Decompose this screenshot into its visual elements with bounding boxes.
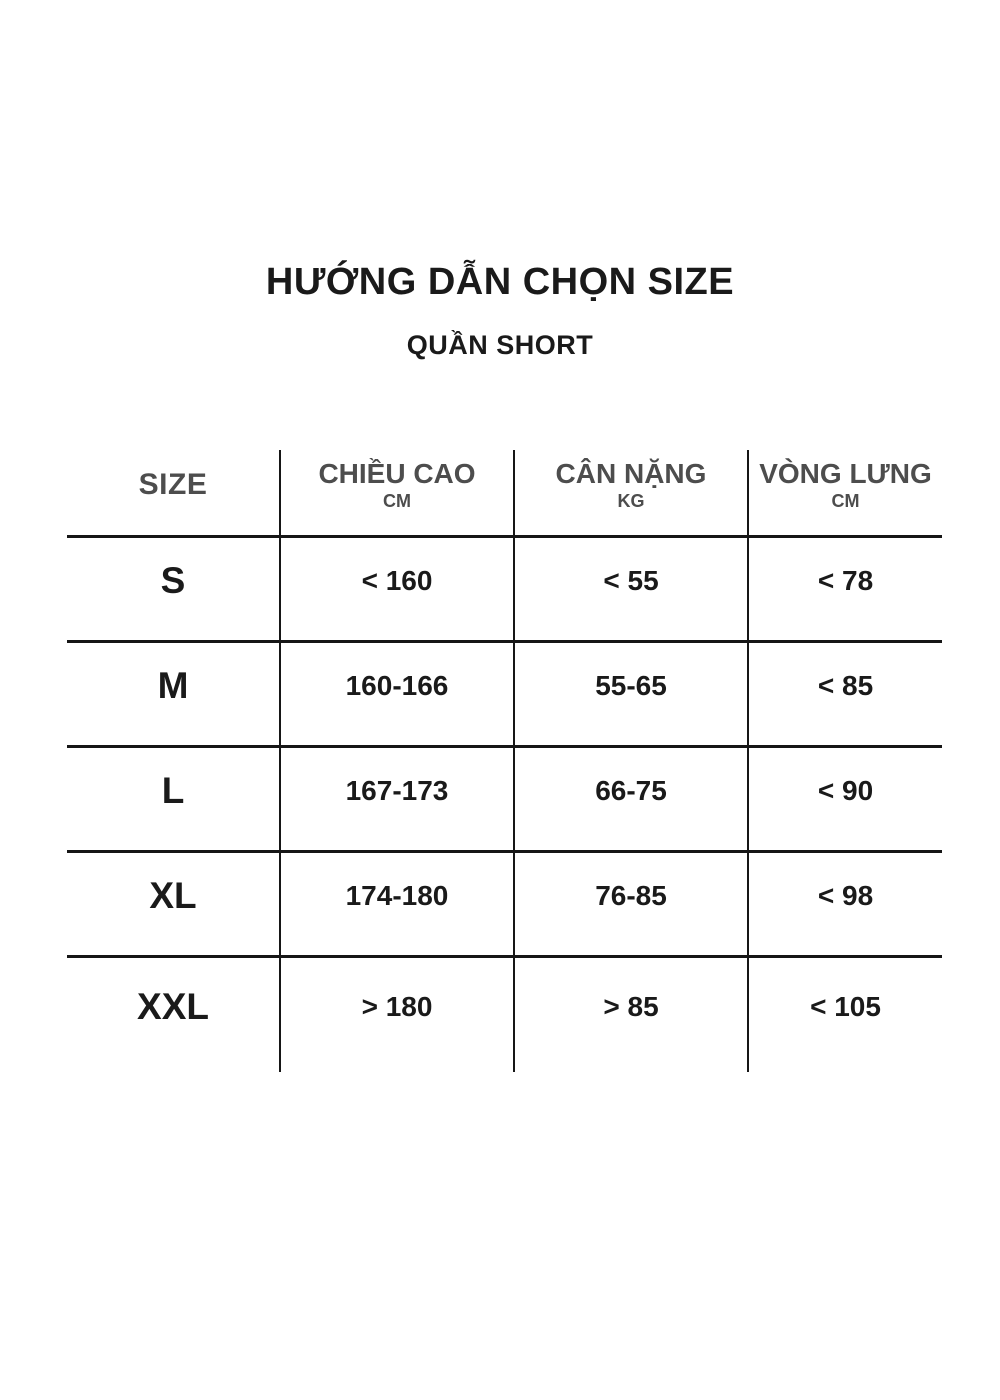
weight-cell: 76-85 xyxy=(513,853,747,958)
page-subtitle: QUẦN SHORT xyxy=(406,330,594,360)
size-header-label: SIZE xyxy=(138,467,208,501)
size-label: M xyxy=(157,665,189,706)
height-value: 174-180 xyxy=(345,880,449,911)
height-value: 167-173 xyxy=(345,775,449,806)
header-cell-waist: VÒNG LƯNG CM xyxy=(747,450,942,538)
waist-cell: < 78 xyxy=(747,538,942,643)
size-cell: M xyxy=(67,643,279,748)
column-unit-weight: KG xyxy=(617,491,645,512)
size-cell: XXL xyxy=(67,958,279,1072)
size-cell: XL xyxy=(67,853,279,958)
size-label: L xyxy=(161,770,185,811)
column-label-waist: VÒNG LƯNG xyxy=(759,457,932,489)
header-cell-height: CHIỀU CAO CM xyxy=(279,450,513,538)
weight-value: 55-65 xyxy=(595,670,667,701)
weight-value: > 85 xyxy=(603,991,659,1022)
weight-cell: 66-75 xyxy=(513,748,747,853)
header-cell-size: SIZE xyxy=(67,450,279,538)
column-label-height: CHIỀU CAO xyxy=(318,457,476,489)
waist-value: < 98 xyxy=(817,880,874,911)
height-value: > 180 xyxy=(361,991,433,1022)
weight-cell: 55-65 xyxy=(513,643,747,748)
waist-value: < 78 xyxy=(817,565,874,596)
page-title: HƯỚNG DẪN CHỌN SIZE xyxy=(265,261,735,303)
column-label-weight: CÂN NẶNG xyxy=(555,457,707,489)
weight-value: 76-85 xyxy=(595,880,667,911)
column-unit-height: CM xyxy=(383,491,411,512)
weight-cell: > 85 xyxy=(513,958,747,1072)
size-cell: S xyxy=(67,538,279,643)
column-unit-waist: CM xyxy=(831,491,860,512)
weight-value: < 55 xyxy=(603,565,659,596)
size-table: SIZE CHIỀU CAO CM CÂN NẶNG KG VÒNG LƯNG … xyxy=(67,450,942,1072)
height-value: 160-166 xyxy=(345,670,449,701)
height-cell: 167-173 xyxy=(279,748,513,853)
height-cell: 160-166 xyxy=(279,643,513,748)
size-cell: L xyxy=(67,748,279,853)
waist-cell: < 98 xyxy=(747,853,942,958)
height-value: < 160 xyxy=(361,565,433,596)
height-cell: 174-180 xyxy=(279,853,513,958)
size-label: XL xyxy=(149,875,197,916)
waist-value: < 85 xyxy=(817,670,874,701)
size-label: XXL xyxy=(137,986,209,1027)
waist-value: < 105 xyxy=(810,991,881,1022)
waist-cell: < 105 xyxy=(747,958,942,1072)
waist-cell: < 85 xyxy=(747,643,942,748)
height-cell: < 160 xyxy=(279,538,513,643)
header-cell-weight: CÂN NẶNG KG xyxy=(513,450,747,538)
waist-value: < 90 xyxy=(817,775,874,806)
height-cell: > 180 xyxy=(279,958,513,1072)
waist-cell: < 90 xyxy=(747,748,942,853)
weight-value: 66-75 xyxy=(595,775,667,806)
weight-cell: < 55 xyxy=(513,538,747,643)
size-label: S xyxy=(160,560,186,601)
